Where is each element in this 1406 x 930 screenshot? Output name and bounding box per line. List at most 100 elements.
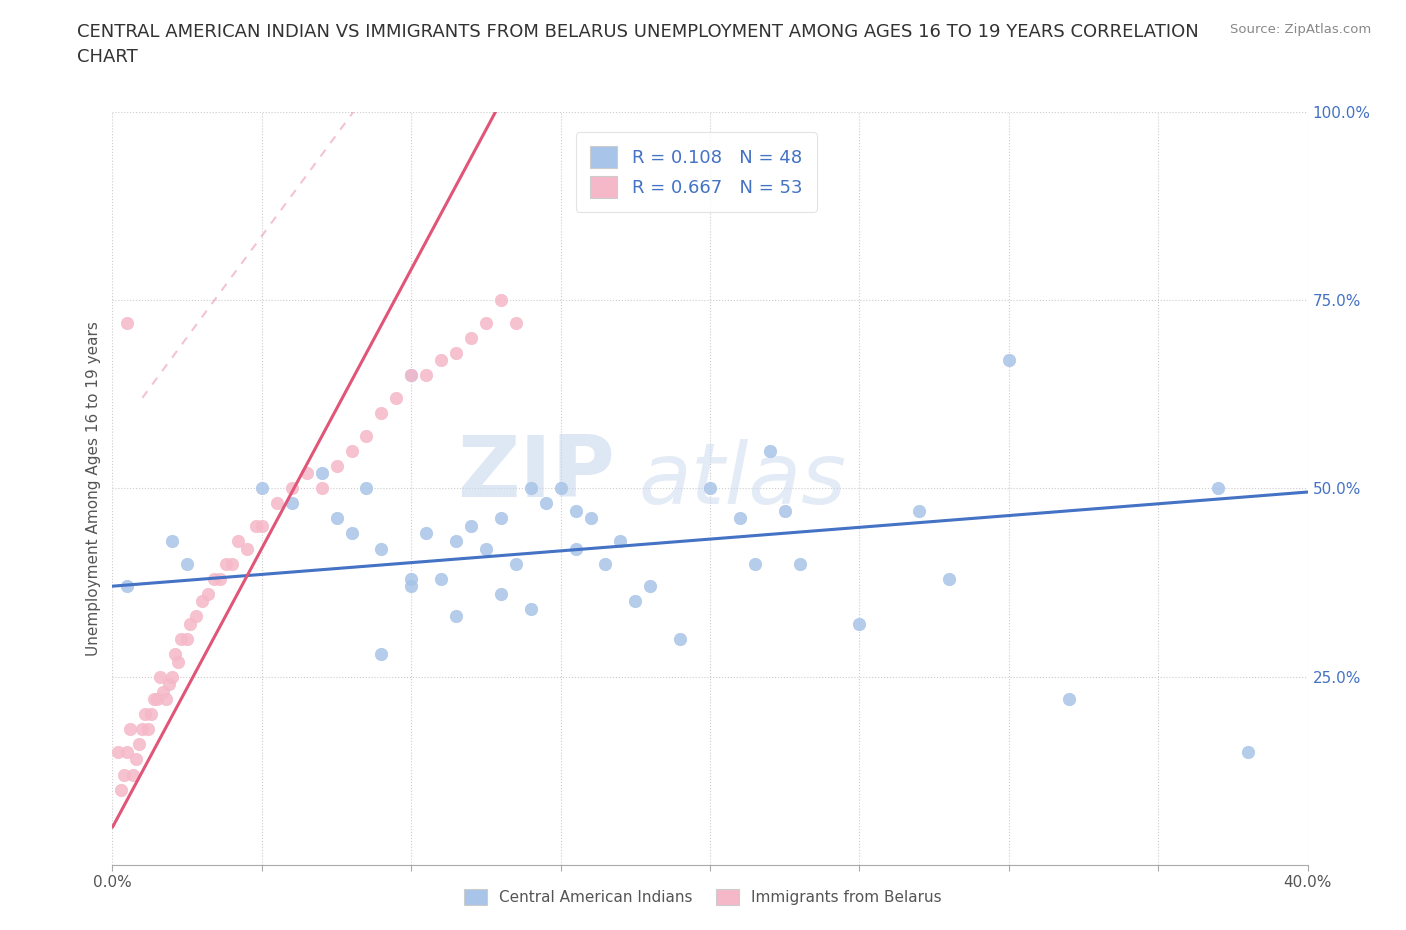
Point [176, 556, 198, 571]
Point [401, 367, 423, 383]
Point [609, 534, 631, 549]
Point [550, 481, 572, 496]
Point [131, 722, 153, 737]
Point [146, 692, 169, 707]
Legend: R = 0.108   N = 48, R = 0.667   N = 53: R = 0.108 N = 48, R = 0.667 N = 53 [575, 132, 817, 212]
Point [209, 571, 232, 586]
Point [430, 571, 453, 586]
Point [489, 293, 512, 308]
Point [202, 571, 225, 586]
Point [460, 519, 482, 534]
Point [325, 458, 347, 473]
Point [444, 534, 467, 549]
Point [221, 556, 243, 571]
Point [370, 646, 392, 661]
Point [401, 367, 423, 383]
Point [114, 767, 135, 782]
Point [295, 466, 318, 481]
Point [157, 677, 180, 692]
Point [534, 496, 557, 511]
Point [266, 496, 288, 511]
Point [1057, 692, 1080, 707]
Point [595, 556, 617, 571]
Point [311, 466, 333, 481]
Point [475, 315, 498, 330]
Point [120, 722, 142, 737]
Point [226, 534, 249, 549]
Point [340, 526, 363, 541]
Point [281, 481, 304, 496]
Point [520, 602, 543, 617]
Point [117, 745, 139, 760]
Point [415, 367, 437, 383]
Point [998, 352, 1021, 367]
Point [505, 315, 527, 330]
Legend: Central American Indians, Immigrants from Belarus: Central American Indians, Immigrants fro… [457, 882, 949, 913]
Point [401, 578, 423, 593]
Point [165, 646, 187, 661]
Point [773, 503, 796, 518]
Point [430, 352, 453, 367]
Point [669, 631, 692, 646]
Point [1206, 481, 1229, 496]
Point [141, 707, 163, 722]
Point [311, 481, 333, 496]
Point [699, 481, 721, 496]
Point [385, 391, 408, 405]
Point [579, 511, 602, 525]
Point [475, 541, 498, 556]
Point [325, 511, 347, 525]
Point [340, 444, 363, 458]
Point [107, 745, 129, 760]
Point [176, 631, 198, 646]
Point [489, 511, 512, 525]
Point [162, 670, 183, 684]
Point [640, 578, 662, 593]
Point [250, 481, 273, 496]
Point [245, 519, 267, 534]
Point [162, 534, 183, 549]
Point [170, 631, 193, 646]
Point [356, 428, 378, 443]
Point [370, 405, 392, 420]
Point [848, 617, 870, 631]
Point [489, 586, 512, 601]
Point [938, 571, 960, 586]
Point [179, 617, 201, 631]
Point [444, 609, 467, 624]
Point [197, 586, 219, 601]
Point [444, 345, 467, 360]
Point [215, 556, 238, 571]
Point [908, 503, 931, 518]
Point [370, 541, 392, 556]
Point [128, 737, 150, 751]
Point [624, 594, 647, 609]
Point [152, 684, 174, 699]
Point [110, 782, 132, 797]
Text: ZIP: ZIP [457, 432, 614, 514]
Point [415, 526, 437, 541]
Point [138, 722, 160, 737]
Y-axis label: Unemployment Among Ages 16 to 19 years: Unemployment Among Ages 16 to 19 years [86, 321, 101, 656]
Point [728, 511, 751, 525]
Point [460, 330, 482, 345]
Point [117, 315, 139, 330]
Point [505, 556, 527, 571]
Point [155, 692, 177, 707]
Point [564, 541, 586, 556]
Point [401, 571, 423, 586]
Point [143, 692, 166, 707]
Point [1237, 745, 1260, 760]
Point [117, 578, 139, 593]
Point [134, 707, 156, 722]
Text: atlas: atlas [638, 439, 846, 523]
Point [186, 609, 208, 624]
Point [789, 556, 811, 571]
Point [250, 519, 273, 534]
Point [744, 556, 766, 571]
Point [759, 444, 782, 458]
Point [122, 767, 145, 782]
Point [149, 670, 172, 684]
Text: Source: ZipAtlas.com: Source: ZipAtlas.com [1230, 23, 1371, 36]
Point [125, 752, 148, 767]
